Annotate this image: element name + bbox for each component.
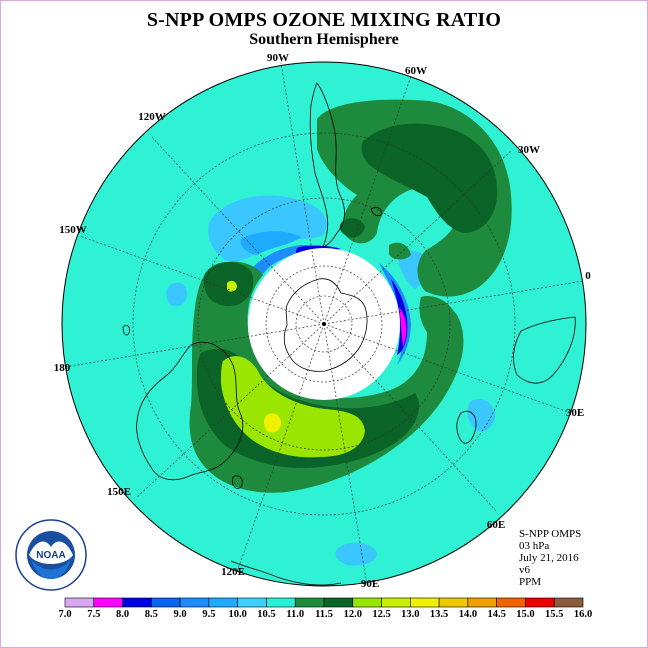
- high-core-lime: [221, 356, 365, 458]
- coastlines: [122, 82, 576, 586]
- colorbar-tick-label: 8.0: [115, 609, 130, 620]
- colorbar-box: [294, 597, 325, 608]
- colorbar-box: [151, 597, 181, 608]
- colorbar-box: [553, 597, 584, 608]
- coast-indian-east: [230, 560, 342, 586]
- colorbar-tick-label: 9.0: [173, 609, 187, 620]
- colorbar-tick-label: 11.0: [286, 609, 305, 620]
- lon-label-0: 0: [585, 270, 591, 282]
- colorbar-tick-label: 13.5: [429, 609, 449, 620]
- high-ne-arc: [419, 296, 457, 338]
- colorbar-tick-label: 15.0: [516, 609, 535, 620]
- coast-antarctica: [283, 278, 368, 372]
- low-patch-south: [335, 542, 377, 566]
- longitude-labels: 90W 60W 30W 0 30E 60E 90E 120E 150E 180 …: [54, 52, 592, 590]
- colorbar-box: [323, 597, 354, 608]
- coast-australia: [136, 341, 244, 481]
- lon-label-150e: 150E: [107, 486, 131, 498]
- coast-new-zealand: [122, 325, 130, 336]
- colorbar-tick-label: 10.5: [257, 609, 276, 620]
- colorbar-box: [237, 597, 267, 608]
- lon-label-120e: 120E: [221, 566, 245, 578]
- high-west-core: [227, 280, 237, 292]
- info-level: 03 hPa: [519, 540, 550, 552]
- colorbar-tick-label: 16.0: [573, 609, 593, 620]
- colorbar-box: [352, 597, 382, 608]
- colorbar-box: [467, 597, 497, 608]
- colorbar: [64, 597, 584, 608]
- info-date: July 21, 2016: [519, 552, 579, 564]
- map-subtitle: Southern Hemisphere: [249, 31, 399, 48]
- colorbar-tick-label: 7.0: [58, 609, 72, 620]
- colorbar-tick-label: 14.0: [458, 609, 478, 620]
- coast-tasmania: [232, 475, 243, 489]
- info-version: v6: [519, 564, 530, 576]
- colorbar-tick-label: 9.5: [202, 609, 216, 620]
- high-small-east: [389, 242, 411, 260]
- lon-label-180: 180: [54, 362, 71, 374]
- south-pole-marker: [322, 322, 326, 326]
- colorbar-box: [122, 597, 152, 608]
- info-product: S-NPP OMPS: [519, 528, 582, 540]
- low-patch-inner: [240, 231, 301, 255]
- colorbar-box: [496, 597, 526, 608]
- colorbar-tick-label: 8.5: [144, 609, 158, 620]
- colorbar-box: [410, 597, 440, 608]
- lon-label-30w: 30W: [518, 144, 540, 156]
- colorbar-tick-label: 7.5: [87, 609, 101, 620]
- colorbar-box: [179, 597, 210, 608]
- colorbar-tick-label: 13.0: [401, 609, 420, 620]
- coast-madagascar: [456, 410, 477, 444]
- coast-south-america: [309, 82, 345, 248]
- logo-text: NOAA: [36, 550, 65, 561]
- noaa-logo-icon: NOAA: [15, 519, 87, 591]
- map-title: S-NPP OMPS OZONE MIXING RATIO: [146, 9, 502, 31]
- high-small-ocean: [339, 218, 365, 238]
- colorbar-tick-label: 12.0: [343, 609, 362, 620]
- lon-label-90w: 90W: [267, 52, 289, 64]
- colorbar-tick-label: 11.5: [315, 609, 333, 620]
- low-cap-magenta: [399, 307, 407, 347]
- colorbar-box: [438, 597, 469, 608]
- coast-africa: [513, 316, 576, 384]
- low-patch-small: [166, 282, 187, 307]
- graticule: [64, 62, 584, 586]
- coast-falklands: [370, 207, 382, 217]
- low-patch-rim: [247, 245, 319, 289]
- lon-label-90e: 90E: [361, 578, 379, 590]
- colorbar-box: [64, 597, 95, 608]
- colorbar-tick-label: 15.5: [545, 609, 564, 620]
- colorbar-box: [381, 597, 411, 608]
- lon-label-60e: 60E: [487, 519, 505, 531]
- map-boundary: [61, 61, 587, 587]
- info-units: PPM: [519, 576, 542, 588]
- colorbar-box: [208, 597, 238, 608]
- colorbar-tick-label: 14.5: [487, 609, 506, 620]
- lon-label-30e: 30E: [566, 407, 584, 419]
- high-atlantic-dark: [361, 123, 498, 233]
- colorbar-box: [93, 597, 123, 608]
- lon-label-150w: 150W: [59, 224, 87, 236]
- colorbar-tick-label: 12.5: [372, 609, 391, 620]
- colorbar-tick-label: 10.0: [228, 609, 247, 620]
- lon-label-120w: 120W: [138, 111, 166, 123]
- lon-label-60w: 60W: [405, 65, 427, 77]
- low-patch-africa: [467, 398, 495, 432]
- low-patch-west: [208, 195, 327, 263]
- colorbar-box: [266, 597, 296, 608]
- high-core-yellow: [264, 413, 281, 433]
- colorbar-box: [525, 597, 555, 608]
